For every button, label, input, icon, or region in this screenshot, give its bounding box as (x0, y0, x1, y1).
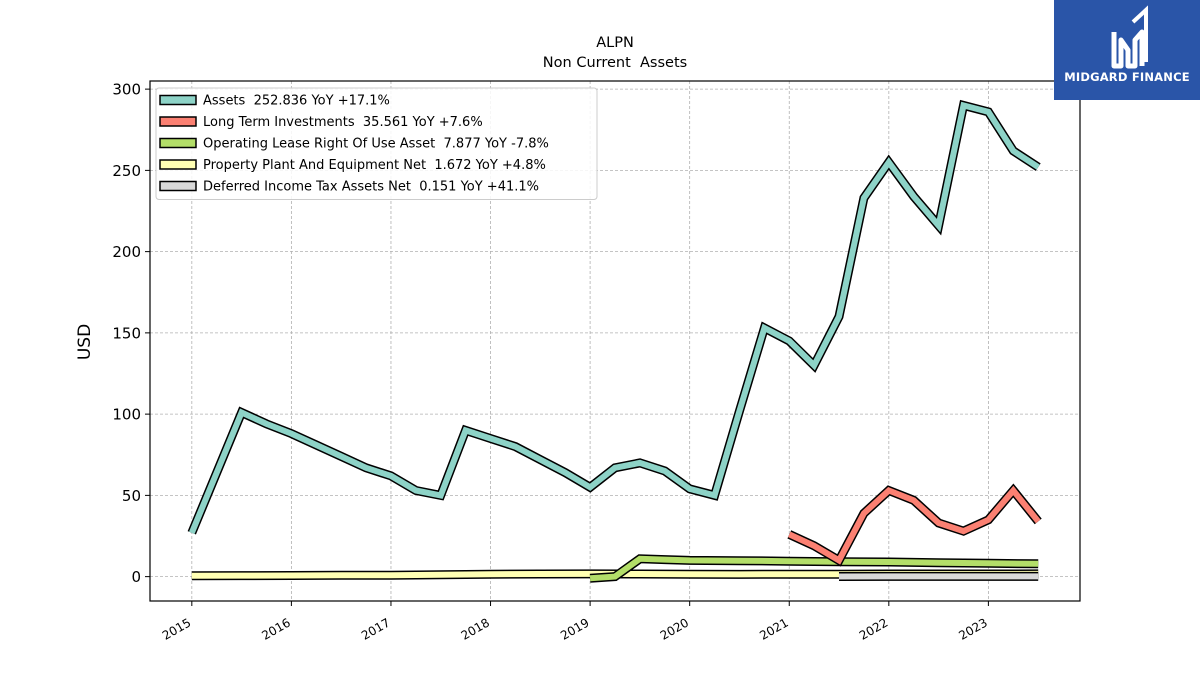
legend-swatch (159, 180, 197, 192)
legend-label: Assets 252.836 YoY +17.1% (203, 94, 390, 109)
y-tick-label: 300 (112, 81, 141, 99)
x-tick-label: 2017 (359, 615, 392, 642)
x-tick-label: 2022 (857, 615, 890, 642)
logo-text: MIDGARD FINANCE (1064, 70, 1190, 84)
y-ticks: 0 50 100 150 200 250 300 (112, 81, 150, 586)
legend-swatch (159, 159, 197, 170)
series-2 (589, 554, 1039, 583)
x-tick-label: 2021 (757, 615, 790, 642)
x-tick-label: 2020 (658, 615, 691, 642)
y-tick-label: 50 (122, 487, 141, 505)
chart-title: ALPN (596, 35, 634, 51)
legend-box (155, 87, 598, 200)
legend-swatch (159, 94, 197, 106)
y-tick-label: 150 (112, 324, 141, 342)
plot-frame (149, 80, 1081, 602)
y-tick-label: 250 (112, 162, 141, 180)
x-tick-label: 2019 (558, 615, 591, 642)
midgard-finance-logo: MIDGARD FINANCE (1054, 0, 1200, 100)
logo-mark-icon (1111, 5, 1148, 69)
y-axis-label: USD (75, 324, 95, 360)
x-tick-label: 2023 (956, 615, 989, 642)
y-tick-label: 100 (112, 406, 141, 424)
x-tick-label: 2015 (160, 615, 193, 642)
legend-item: Deferred Income Tax Assets Net 0.151 YoY… (159, 180, 539, 195)
chart-subtitle: Non Current Assets (543, 55, 687, 71)
x-tick-label: 2016 (259, 615, 292, 642)
series-line (589, 555, 1039, 582)
legend-item: Property Plant And Equipment Net 1.672 Y… (159, 158, 546, 173)
x-tick-label: 2018 (459, 615, 492, 642)
legend-swatch (159, 116, 197, 127)
legend-label: Deferred Income Tax Assets Net 0.151 YoY… (203, 180, 539, 195)
legend-label: Operating Lease Right Of Use Asset 7.877… (203, 137, 549, 152)
legend-item: Assets 252.836 YoY +17.1% (159, 94, 390, 109)
legend-item: Long Term Investments 35.561 YoY +7.6% (159, 115, 483, 130)
series-0 (187, 99, 1041, 535)
series-line (788, 485, 1041, 565)
y-tick-label: 0 (131, 568, 141, 586)
legend-swatch (159, 137, 197, 149)
legend-item: Operating Lease Right Of Use Asset 7.877… (159, 137, 549, 152)
series-layer (187, 99, 1042, 583)
y-tick-label: 200 (112, 243, 141, 261)
series-1 (787, 483, 1042, 567)
legend-label: Property Plant And Equipment Net 1.672 Y… (203, 158, 546, 173)
x-ticks: 2015 2016 2017 2018 2019 2020 2021 2022 2023 (160, 601, 990, 643)
series-line (189, 101, 1040, 534)
legend: Assets 252.836 YoY +17.1% Long Term Inves… (155, 87, 598, 200)
legend-label: Long Term Investments 35.561 YoY +7.6% (203, 115, 483, 130)
